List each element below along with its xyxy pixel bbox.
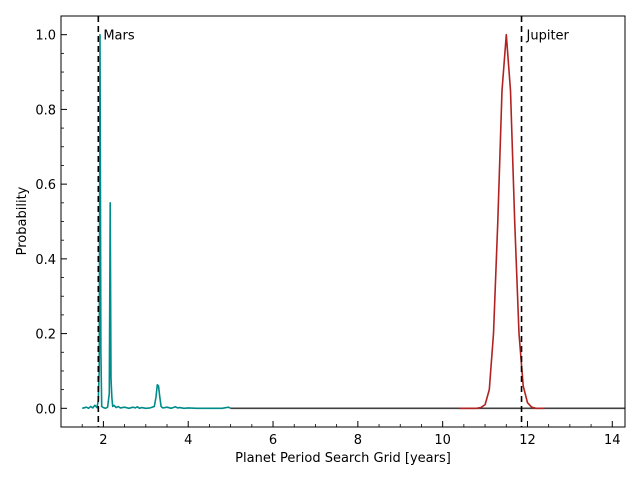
y-tick-label: 1.0	[35, 29, 56, 44]
x-tick-label: 12	[519, 433, 536, 448]
y-axis-label: Probability	[15, 186, 30, 255]
x-tick-label: 2	[99, 433, 107, 448]
vline-label-mars: Mars	[103, 29, 135, 44]
y-tick-label: 0.2	[35, 328, 56, 343]
x-tick-label: 6	[269, 433, 277, 448]
series-line-1	[81, 33, 231, 410]
x-tick-label: 8	[354, 433, 362, 448]
series-line-3	[459, 33, 545, 410]
x-axis-label: Planet Period Search Grid [years]	[235, 451, 451, 466]
y-tick-label: 0.4	[35, 253, 56, 268]
x-tick-label: 14	[604, 433, 621, 448]
x-tick-label: 10	[434, 433, 451, 448]
plot-marks: Mars Jupiter	[81, 16, 625, 427]
plot-frame	[60, 15, 626, 428]
x-tick-label: 4	[184, 433, 192, 448]
vline-label-jupiter: Jupiter	[526, 29, 570, 44]
axis-ticks: 2 4 6 8 10 12 14 0.0 0.2 0.4 0.6 0.8 1.0	[35, 15, 621, 448]
y-tick-label: 0.8	[35, 103, 56, 118]
y-tick-label: 0.0	[35, 402, 56, 417]
y-tick-label: 0.6	[35, 178, 56, 193]
